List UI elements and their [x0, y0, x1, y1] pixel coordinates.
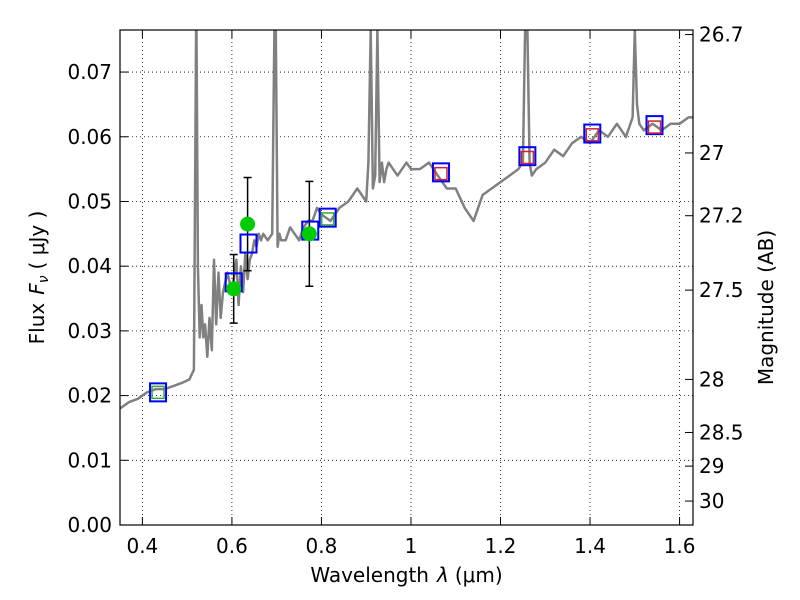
y2-tick-label: 27.2 — [699, 204, 744, 228]
y-tick-label: 0.00 — [67, 513, 112, 537]
red-square-marker — [585, 128, 600, 142]
x-tick-label: 1 — [405, 534, 418, 558]
green-square-marker — [151, 385, 165, 400]
blue-square-marker — [149, 382, 168, 403]
x-tick-label: 0.8 — [306, 534, 338, 558]
axes-ticks: 0.4 0.6 0.8 1 1.2 1.4 1.6 0.00 0.01 0.02 0.03 0.04 0… — [67, 23, 743, 558]
grid — [120, 30, 693, 526]
y-tick-label: 0.05 — [67, 189, 112, 213]
red-square-marker — [520, 150, 535, 165]
y-tick-label: 0.04 — [67, 254, 112, 278]
plot-area — [120, 30, 693, 410]
x-tick-label: 1.6 — [664, 534, 696, 558]
y-tick-label: 0.06 — [67, 125, 112, 149]
y2-tick-label: 27.5 — [699, 278, 744, 302]
y-tick-label: 0.07 — [67, 60, 112, 84]
blue-square-marker — [239, 233, 258, 254]
green-square-marker — [320, 212, 335, 226]
y2-tick-label: 28.5 — [699, 420, 744, 444]
y2-tick-label: 29 — [699, 454, 724, 478]
y2-axis-title: Magnitude (AB) — [754, 230, 778, 385]
x-tick-label: 0.4 — [126, 534, 158, 558]
spectrum-line — [120, 30, 693, 410]
plot-frame — [119, 29, 694, 526]
y2-tick-label: 26.7 — [699, 23, 744, 47]
red-square-marker — [647, 120, 662, 134]
blue-square-marker — [583, 123, 602, 144]
red-square-marker — [434, 166, 448, 181]
x-tick-label: 1.2 — [485, 534, 517, 558]
y-tick-label: 0.03 — [67, 319, 112, 343]
y2-tick-label: 28 — [699, 367, 724, 391]
blue-square-marker — [645, 115, 664, 136]
blue-square-marker — [318, 207, 337, 228]
y2-tick-label: 27 — [699, 141, 724, 165]
x-tick-label: 0.6 — [216, 534, 248, 558]
x-axis-title: Wavelength λ (μm) — [310, 563, 502, 587]
green-circle-marker — [301, 226, 317, 242]
blue-square-marker — [518, 146, 537, 167]
green-circle-marker — [240, 216, 256, 232]
green-circle-marker — [226, 281, 242, 297]
y-tick-label: 0.01 — [67, 448, 112, 472]
y-tick-label: 0.02 — [67, 384, 112, 408]
y-axis-title: FluxFν( μJy ) — [25, 211, 52, 345]
x-tick-label: 1.4 — [574, 534, 606, 558]
y2-tick-label: 30 — [699, 489, 724, 513]
blue-square-marker — [431, 162, 450, 183]
